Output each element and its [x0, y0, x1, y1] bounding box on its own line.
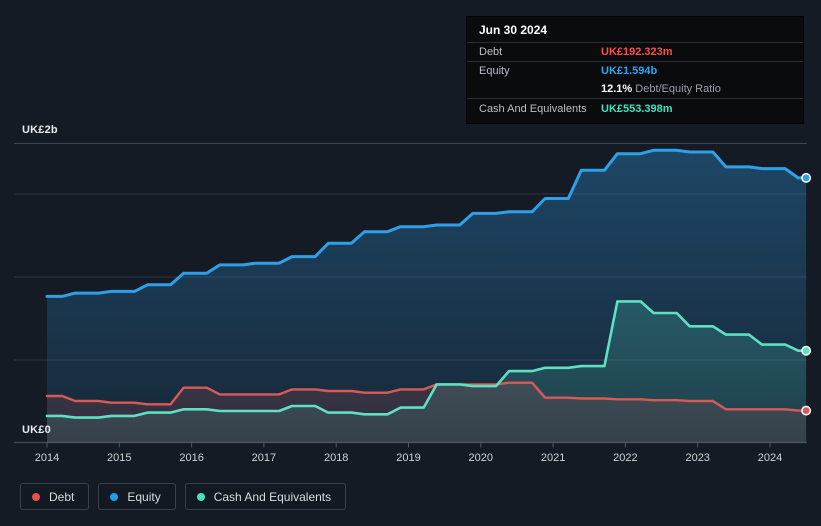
x-axis-tick-label: 2016 — [179, 452, 203, 464]
x-axis-tick-label: 2023 — [685, 452, 709, 464]
x-axis-tick-label: 2020 — [469, 452, 493, 464]
tooltip-debt-label: Debt — [479, 46, 503, 58]
tooltip-cash-row: Cash And Equivalents UK£553.398m — [467, 99, 803, 123]
x-axis-tick-label: 2022 — [613, 452, 637, 464]
cash-and-equivalents-line — [45, 300, 808, 419]
y-axis-label-bottom: UK£0 — [22, 424, 51, 436]
equity-end-dot — [801, 172, 812, 183]
tooltip-debt-row: Debt UK£192.323m — [467, 43, 803, 62]
equity-dot-icon — [110, 492, 119, 501]
tooltip-equity-row: Equity UK£1.594b — [467, 62, 803, 80]
debt-dot-icon — [32, 492, 40, 501]
debt-line — [45, 381, 808, 412]
equity-line — [45, 148, 808, 298]
legend-item-equity[interactable]: Equity — [98, 483, 176, 510]
legend: Debt Equity Cash And Equivalents — [20, 483, 347, 510]
tooltip-ratio-value: 12.1% — [601, 83, 633, 95]
x-axis-tick-label: 2024 — [758, 452, 782, 464]
tooltip-date: Jun 30 2024 — [467, 17, 803, 43]
legend-label-cash: Cash And Equivalents — [213, 489, 332, 504]
cash-dot-icon — [196, 492, 205, 501]
x-axis-tick-label: 2019 — [396, 452, 420, 464]
cash-and-equivalents-end-dot — [801, 345, 812, 356]
x-axis-tick-label: 2014 — [35, 452, 59, 464]
legend-label-equity: Equity — [127, 489, 161, 504]
legend-item-cash[interactable]: Cash And Equivalents — [184, 483, 347, 510]
debt-end-dot — [801, 405, 812, 416]
chart-tooltip: Jun 30 2024 Debt UK£192.323m Equity UK£1… — [466, 16, 804, 124]
tooltip-ratio-row: 12.1% Debt/Equity Ratio — [467, 80, 803, 99]
x-axis-tick-label: 2017 — [252, 452, 276, 464]
x-axis-tick-label: 2015 — [107, 452, 131, 464]
legend-item-debt[interactable]: Debt — [20, 483, 90, 510]
y-axis-label-top: UK£2b — [22, 124, 58, 136]
tooltip-ratio-label: Debt/Equity Ratio — [635, 83, 721, 95]
tooltip-debt-value: UK£192.323m — [601, 46, 673, 58]
x-axis-tick-label: 2018 — [324, 452, 348, 464]
tooltip-cash-label: Cash And Equivalents — [479, 103, 587, 115]
tooltip-equity-value: UK£1.594b — [601, 65, 658, 77]
debt-area — [47, 382, 807, 443]
legend-label-debt: Debt — [49, 489, 75, 504]
tooltip-equity-label: Equity — [479, 65, 510, 77]
tooltip-cash-value: UK£553.398m — [601, 103, 673, 115]
x-axis-tick-label: 2021 — [541, 452, 565, 464]
